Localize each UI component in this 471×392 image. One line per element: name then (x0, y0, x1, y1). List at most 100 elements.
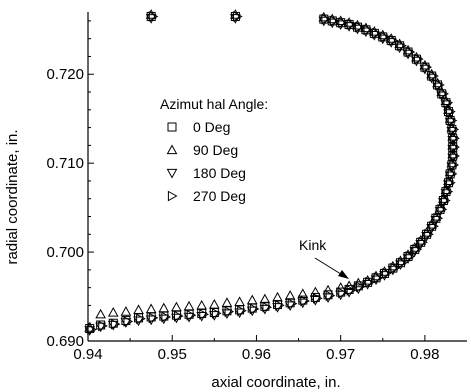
data-point-triangle-right (161, 311, 172, 323)
data-point-triangle-right (249, 303, 260, 315)
data-point-triangle-up (95, 308, 106, 319)
data-point-triangle-right (363, 24, 374, 36)
data-point-triangle-right (174, 310, 184, 322)
data-markers (84, 9, 460, 336)
data-point-triangle-up (183, 300, 195, 311)
data-point-triangle-right (439, 88, 449, 100)
data-point-triangle-right (329, 15, 340, 27)
data-point-square (433, 80, 443, 90)
data-point-triangle-right (237, 305, 247, 317)
data-point-triangle-up (272, 291, 283, 302)
data-point-triangle-right (443, 97, 454, 109)
data-point-triangle-right (435, 79, 445, 91)
data-point-triangle-right (98, 320, 108, 332)
data-point-triangle-right (312, 292, 323, 304)
legend-entry-label: 0 Deg (193, 119, 230, 135)
data-point-square (319, 14, 329, 24)
data-point-triangle-right (450, 132, 460, 144)
data-point-square (371, 273, 381, 283)
data-point-triangle-up (145, 303, 157, 314)
legend-entry-label: 270 Deg (193, 188, 246, 204)
data-point-triangle-right (447, 115, 458, 126)
data-point-triangle-right (136, 313, 146, 325)
data-point-square (403, 47, 413, 57)
data-point-square (146, 11, 156, 21)
x-tick-label: 0.98 (410, 346, 439, 363)
data-point-triangle-right (446, 177, 456, 189)
data-point-triangle-right (232, 11, 243, 22)
data-point-triangle-up (158, 302, 170, 313)
data-point-triangle-right (382, 268, 392, 279)
legend-title: Azimut hal Angle: (160, 96, 268, 112)
data-point-triangle-up (196, 299, 208, 310)
data-point-triangle-right (429, 70, 439, 82)
data-point-triangle-right (199, 308, 209, 320)
axis-ticks (87, 20, 426, 342)
data-point-triangle-right (441, 195, 451, 206)
data-point-triangle-right (371, 27, 382, 39)
kink-arrow-head (338, 270, 349, 279)
data-point-square (327, 16, 337, 26)
data-point-triangle-right (449, 124, 460, 135)
data-point-triangle-up (107, 307, 119, 317)
kink-annotation: Kink (299, 237, 349, 279)
data-point-triangle-right (355, 281, 366, 293)
data-point-square (447, 124, 457, 134)
data-point-triangle-right (449, 159, 460, 171)
data-point-square (363, 277, 373, 287)
data-point-triangle-right (186, 309, 197, 321)
data-point-square (336, 18, 346, 28)
y-tick-label: 0.700 (46, 244, 84, 261)
legend-marker-square (167, 122, 177, 132)
y-tick-label: 0.690 (46, 333, 84, 350)
data-point-square (445, 169, 455, 179)
data-point-triangle-right (414, 53, 424, 65)
legend-marker-triangle-right (167, 190, 178, 202)
data-point-triangle-right (380, 31, 390, 43)
data-point-triangle-right (373, 272, 384, 284)
data-point-triangle-right (450, 141, 460, 153)
data-point-triangle-right (287, 298, 298, 310)
legend-marker-triangle-down (166, 168, 178, 179)
data-point-triangle-right (443, 186, 454, 197)
x-axis-title: axial coordinate, in. (211, 374, 340, 391)
data-point-triangle-right (110, 318, 121, 330)
data-point-triangle-up (133, 304, 144, 314)
data-point-triangle-right (447, 168, 458, 180)
data-point-triangle-right (388, 35, 399, 46)
legend-entry-label: 90 Deg (193, 142, 238, 158)
data-point-triangle-right (338, 287, 348, 299)
data-point-triangle-up (120, 306, 132, 316)
data-point-triangle-up (171, 301, 182, 312)
x-tick-label: 0.94 (73, 346, 102, 363)
data-point-triangle-right (355, 21, 365, 33)
data-point-square (395, 41, 405, 51)
data-point-triangle-right (424, 228, 434, 240)
legend-marker-triangle-up (166, 144, 178, 155)
data-point-triangle-right (325, 290, 336, 302)
y-tick-label: 0.720 (46, 66, 84, 83)
data-point-triangle-right (338, 17, 348, 29)
data-point-triangle-right (87, 324, 97, 335)
data-point-triangle-right (224, 306, 235, 318)
data-point-square (437, 89, 447, 99)
data-point-square (344, 19, 354, 29)
data-point-triangle-right (211, 308, 222, 319)
data-point-triangle-right (321, 13, 332, 25)
x-tick-label: 0.95 (158, 346, 187, 363)
data-point-triangle-right (412, 244, 422, 255)
data-point-square (427, 221, 437, 231)
x-tick-label: 0.96 (242, 346, 271, 363)
data-point-triangle-up (284, 290, 296, 300)
data-point-triangle-right (397, 40, 407, 52)
plot-axes (87, 12, 467, 342)
kink-arrow-line (314, 257, 345, 277)
data-point-square (411, 54, 421, 64)
data-point-square (395, 258, 405, 268)
data-point-triangle-up (259, 293, 271, 304)
data-point-triangle-up (208, 299, 220, 309)
y-tick-label: 0.710 (46, 155, 84, 172)
data-point-square (445, 115, 455, 125)
data-point-triangle-right (433, 212, 444, 224)
